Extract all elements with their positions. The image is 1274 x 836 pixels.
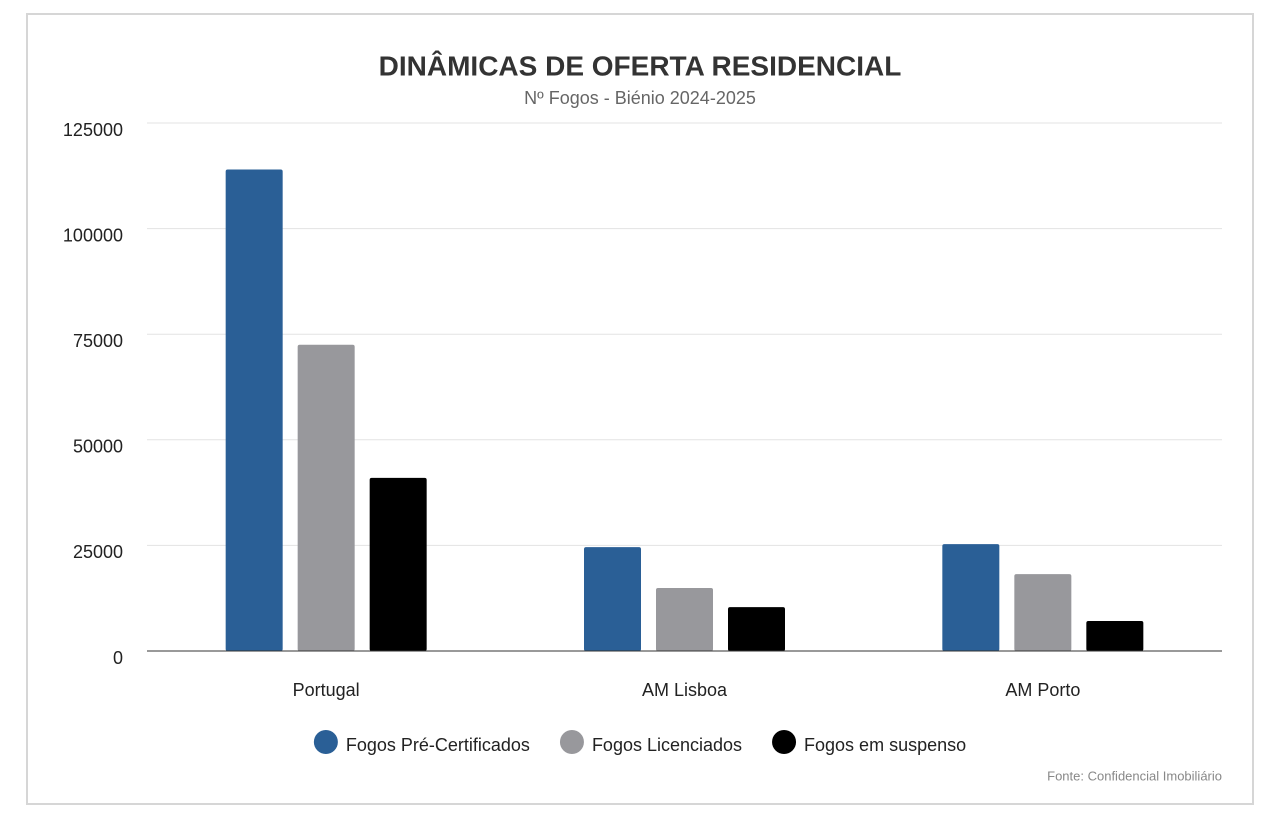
bar (656, 588, 713, 651)
legend-label: Fogos Pré-Certificados (346, 735, 530, 755)
chart-title: DINÂMICAS DE OFERTA RESIDENCIAL (379, 50, 902, 81)
legend-label: Fogos Licenciados (592, 735, 742, 755)
bar (225, 169, 283, 652)
bar (297, 344, 355, 651)
y-tick-label: 50000 (73, 437, 123, 457)
x-tick-label: Portugal (293, 680, 360, 700)
bar (942, 544, 1000, 651)
x-tick-label: AM Porto (1005, 680, 1080, 700)
chart-subtitle: Nº Fogos - Biénio 2024-2025 (524, 88, 756, 108)
bar (369, 477, 427, 651)
x-tick-label: AM Lisboa (642, 680, 728, 700)
legend-marker (559, 730, 584, 754)
y-tick-label: 25000 (73, 542, 123, 562)
y-tick-label: 75000 (73, 331, 123, 351)
legend-marker (313, 730, 338, 754)
source: Fonte: Confidencial Imobiliário (1047, 768, 1222, 783)
bar (584, 547, 641, 651)
legend-marker (772, 730, 797, 754)
legend-label: Fogos em suspenso (804, 735, 966, 755)
bar (1014, 574, 1072, 651)
y-tick-label: 100000 (63, 225, 123, 245)
y-tick-label: 0 (113, 648, 123, 668)
bar (728, 607, 785, 651)
bar (1086, 621, 1144, 651)
y-tick-label: 125000 (63, 120, 123, 140)
